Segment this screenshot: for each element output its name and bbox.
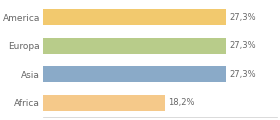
Bar [43, 9, 226, 25]
Text: 27,3%: 27,3% [229, 41, 256, 50]
Text: 27,3%: 27,3% [229, 13, 256, 22]
Bar [43, 38, 226, 54]
Text: 27,3%: 27,3% [229, 70, 256, 79]
Text: 18,2%: 18,2% [168, 98, 195, 107]
Bar [43, 95, 165, 111]
Bar [43, 66, 226, 82]
